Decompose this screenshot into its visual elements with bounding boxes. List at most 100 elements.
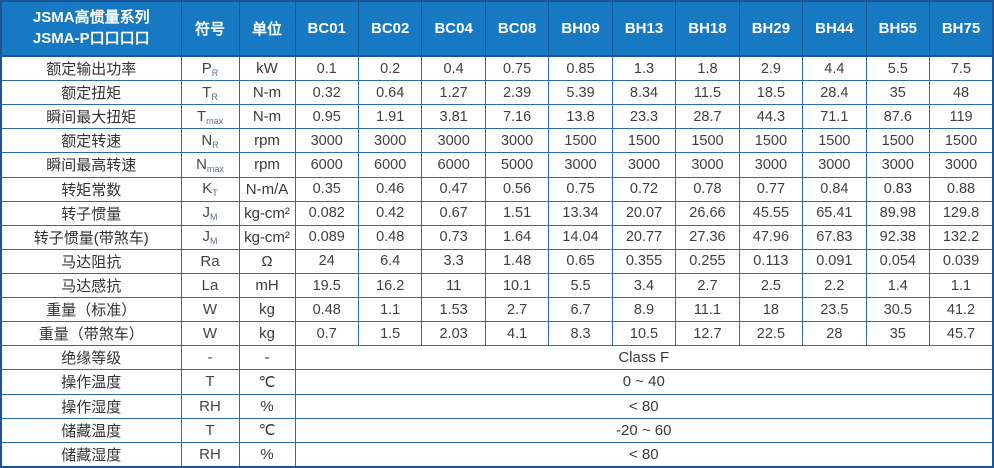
value-cell: 5.39 bbox=[548, 80, 613, 106]
value-cell: 6000 bbox=[421, 152, 486, 178]
symbol-main: T bbox=[205, 421, 215, 439]
value-cell: 6000 bbox=[294, 152, 359, 178]
value-cell: 0.46 bbox=[357, 176, 423, 202]
value-cell: 4.4 bbox=[802, 55, 867, 82]
value-cell: 0.355 bbox=[611, 248, 677, 274]
spec-symbol: T bbox=[180, 369, 240, 395]
series-title-line1: JSMA高惯量系列 bbox=[32, 9, 150, 27]
value-cell: 0.48 bbox=[294, 297, 359, 323]
value-cell: 3000 bbox=[611, 152, 677, 178]
table-row: 瞬间最高转速 Nmax rpm 6000 6000 6000 5000 3000 3000 300… bbox=[0, 152, 994, 178]
value-cell: 0.83 bbox=[865, 176, 931, 202]
symbol-subscript: M bbox=[210, 236, 218, 247]
spec-label: 马达阻抗 bbox=[0, 248, 182, 274]
symbol-subscript: max bbox=[206, 115, 224, 126]
value-cell: 2.39 bbox=[484, 80, 550, 106]
spec-unit: kW bbox=[238, 55, 296, 82]
value-cell: 0.42 bbox=[357, 200, 423, 226]
spec-label: 转子惯量(带煞车) bbox=[0, 224, 182, 250]
value-cell: 20.07 bbox=[611, 200, 677, 226]
value-cell: 41.2 bbox=[929, 297, 994, 323]
spec-symbol: W bbox=[180, 321, 240, 347]
value-cell: 0.73 bbox=[421, 224, 486, 250]
value-cell: 1500 bbox=[865, 128, 931, 154]
value-cell: 0.054 bbox=[865, 248, 931, 274]
symbol-main: La bbox=[201, 277, 219, 295]
col-header-model-bh18: BH18 bbox=[675, 0, 740, 57]
value-cell: 2.7 bbox=[484, 297, 550, 323]
value-cell: 1.4 bbox=[865, 272, 931, 299]
value-cell: 28.7 bbox=[675, 104, 740, 130]
spec-symbol: JM bbox=[180, 224, 240, 250]
spec-unit: - bbox=[238, 345, 296, 371]
spec-label: 额定扭矩 bbox=[0, 80, 182, 106]
table-row: 马达感抗 La mH 19.5 16.2 11 10.1 5.5 3.4 2.7 2.5 2.2 1.4… bbox=[0, 272, 994, 299]
value-cell: 1.1 bbox=[357, 297, 423, 323]
spec-symbol: W bbox=[180, 297, 240, 323]
value-cell: 45.55 bbox=[738, 200, 804, 226]
value-cell: 0.35 bbox=[294, 176, 359, 202]
value-cell: 30.5 bbox=[865, 297, 931, 323]
value-cell: 24 bbox=[294, 248, 359, 274]
value-cell: 8.9 bbox=[611, 297, 677, 323]
value-cell: 6000 bbox=[357, 152, 423, 178]
value-cell: 0.47 bbox=[421, 176, 486, 202]
value-cell: 3000 bbox=[357, 128, 423, 154]
col-header-model-bh29: BH29 bbox=[738, 0, 804, 57]
value-cell: 1.1 bbox=[929, 272, 994, 299]
value-cell: 129.8 bbox=[929, 200, 994, 226]
spec-unit: kg bbox=[238, 321, 296, 347]
spec-label: 储藏湿度 bbox=[0, 441, 182, 468]
value-cell: 35 bbox=[865, 80, 931, 106]
spec-unit: kg-cm² bbox=[238, 224, 296, 250]
spec-symbol: TR bbox=[180, 80, 240, 106]
symbol-main: N bbox=[201, 131, 213, 149]
table-header: JSMA高惯量系列 JSMA-P口口口口 符号 单位 BC01 BC02 BC04 BC08 B… bbox=[0, 0, 994, 57]
value-cell: 1.53 bbox=[421, 297, 486, 323]
value-cell: 3000 bbox=[865, 152, 931, 178]
value-cell: 71.1 bbox=[802, 104, 867, 130]
table-row: 操作湿度 RH% < 80 bbox=[0, 393, 994, 419]
value-cell: 0.65 bbox=[548, 248, 613, 274]
value-cell: 3.81 bbox=[421, 104, 486, 130]
value-cell: 35 bbox=[865, 321, 931, 347]
value-cell: 19.5 bbox=[294, 272, 359, 299]
value-cell: 0.75 bbox=[548, 176, 613, 202]
table-row: 转子惯量 JM kg-cm² 0.082 0.42 0.67 1.51 13.34 20.07 2… bbox=[0, 200, 994, 226]
value-cell: 7.16 bbox=[484, 104, 550, 130]
spec-symbol: T bbox=[180, 417, 240, 443]
value-cell: 0.72 bbox=[611, 176, 677, 202]
spec-label: 操作湿度 bbox=[0, 393, 182, 419]
value-cell: 5.5 bbox=[865, 55, 931, 82]
value-cell: 28 bbox=[802, 321, 867, 347]
value-cell: 1.3 bbox=[611, 55, 677, 82]
symbol-subscript: max bbox=[206, 163, 224, 174]
value-cell: 0.88 bbox=[929, 176, 994, 202]
value-cell: 16.2 bbox=[357, 272, 423, 299]
spec-symbol: La bbox=[180, 272, 240, 299]
spec-unit: % bbox=[238, 441, 296, 468]
spec-unit: rpm bbox=[238, 152, 296, 178]
symbol-subscript: T bbox=[212, 188, 218, 199]
header-row: JSMA高惯量系列 JSMA-P口口口口 符号 单位 BC01 BC02 BC04 BC08 B… bbox=[0, 0, 994, 57]
symbol-main: K bbox=[202, 180, 213, 198]
spec-unit: kg bbox=[238, 297, 296, 323]
spec-label: 马达感抗 bbox=[0, 272, 182, 299]
table-row: 绝缘等级 - - Class F bbox=[0, 345, 994, 371]
spec-unit: N-m bbox=[238, 80, 296, 106]
spec-unit: ℃ bbox=[238, 417, 296, 443]
spec-symbol: KT bbox=[180, 176, 240, 202]
spec-label: 额定转速 bbox=[0, 128, 182, 154]
value-cell: 3000 bbox=[738, 152, 804, 178]
spec-unit: Ω bbox=[238, 248, 296, 274]
value-cell: 3000 bbox=[929, 152, 994, 178]
col-header-model-bh09: BH09 bbox=[548, 0, 613, 57]
merged-value-cell: Class F bbox=[294, 345, 994, 371]
value-cell: 44.3 bbox=[738, 104, 804, 130]
value-cell: 2.2 bbox=[802, 272, 867, 299]
value-cell: 47.96 bbox=[738, 224, 804, 250]
symbol-main: N bbox=[196, 155, 207, 173]
table-row: 转子惯量(带煞车) JM kg-cm² 0.089 0.48 0.73 1.64 14.04 2… bbox=[0, 224, 994, 250]
value-cell: 10.5 bbox=[611, 321, 677, 347]
value-cell: 2.5 bbox=[738, 272, 804, 299]
